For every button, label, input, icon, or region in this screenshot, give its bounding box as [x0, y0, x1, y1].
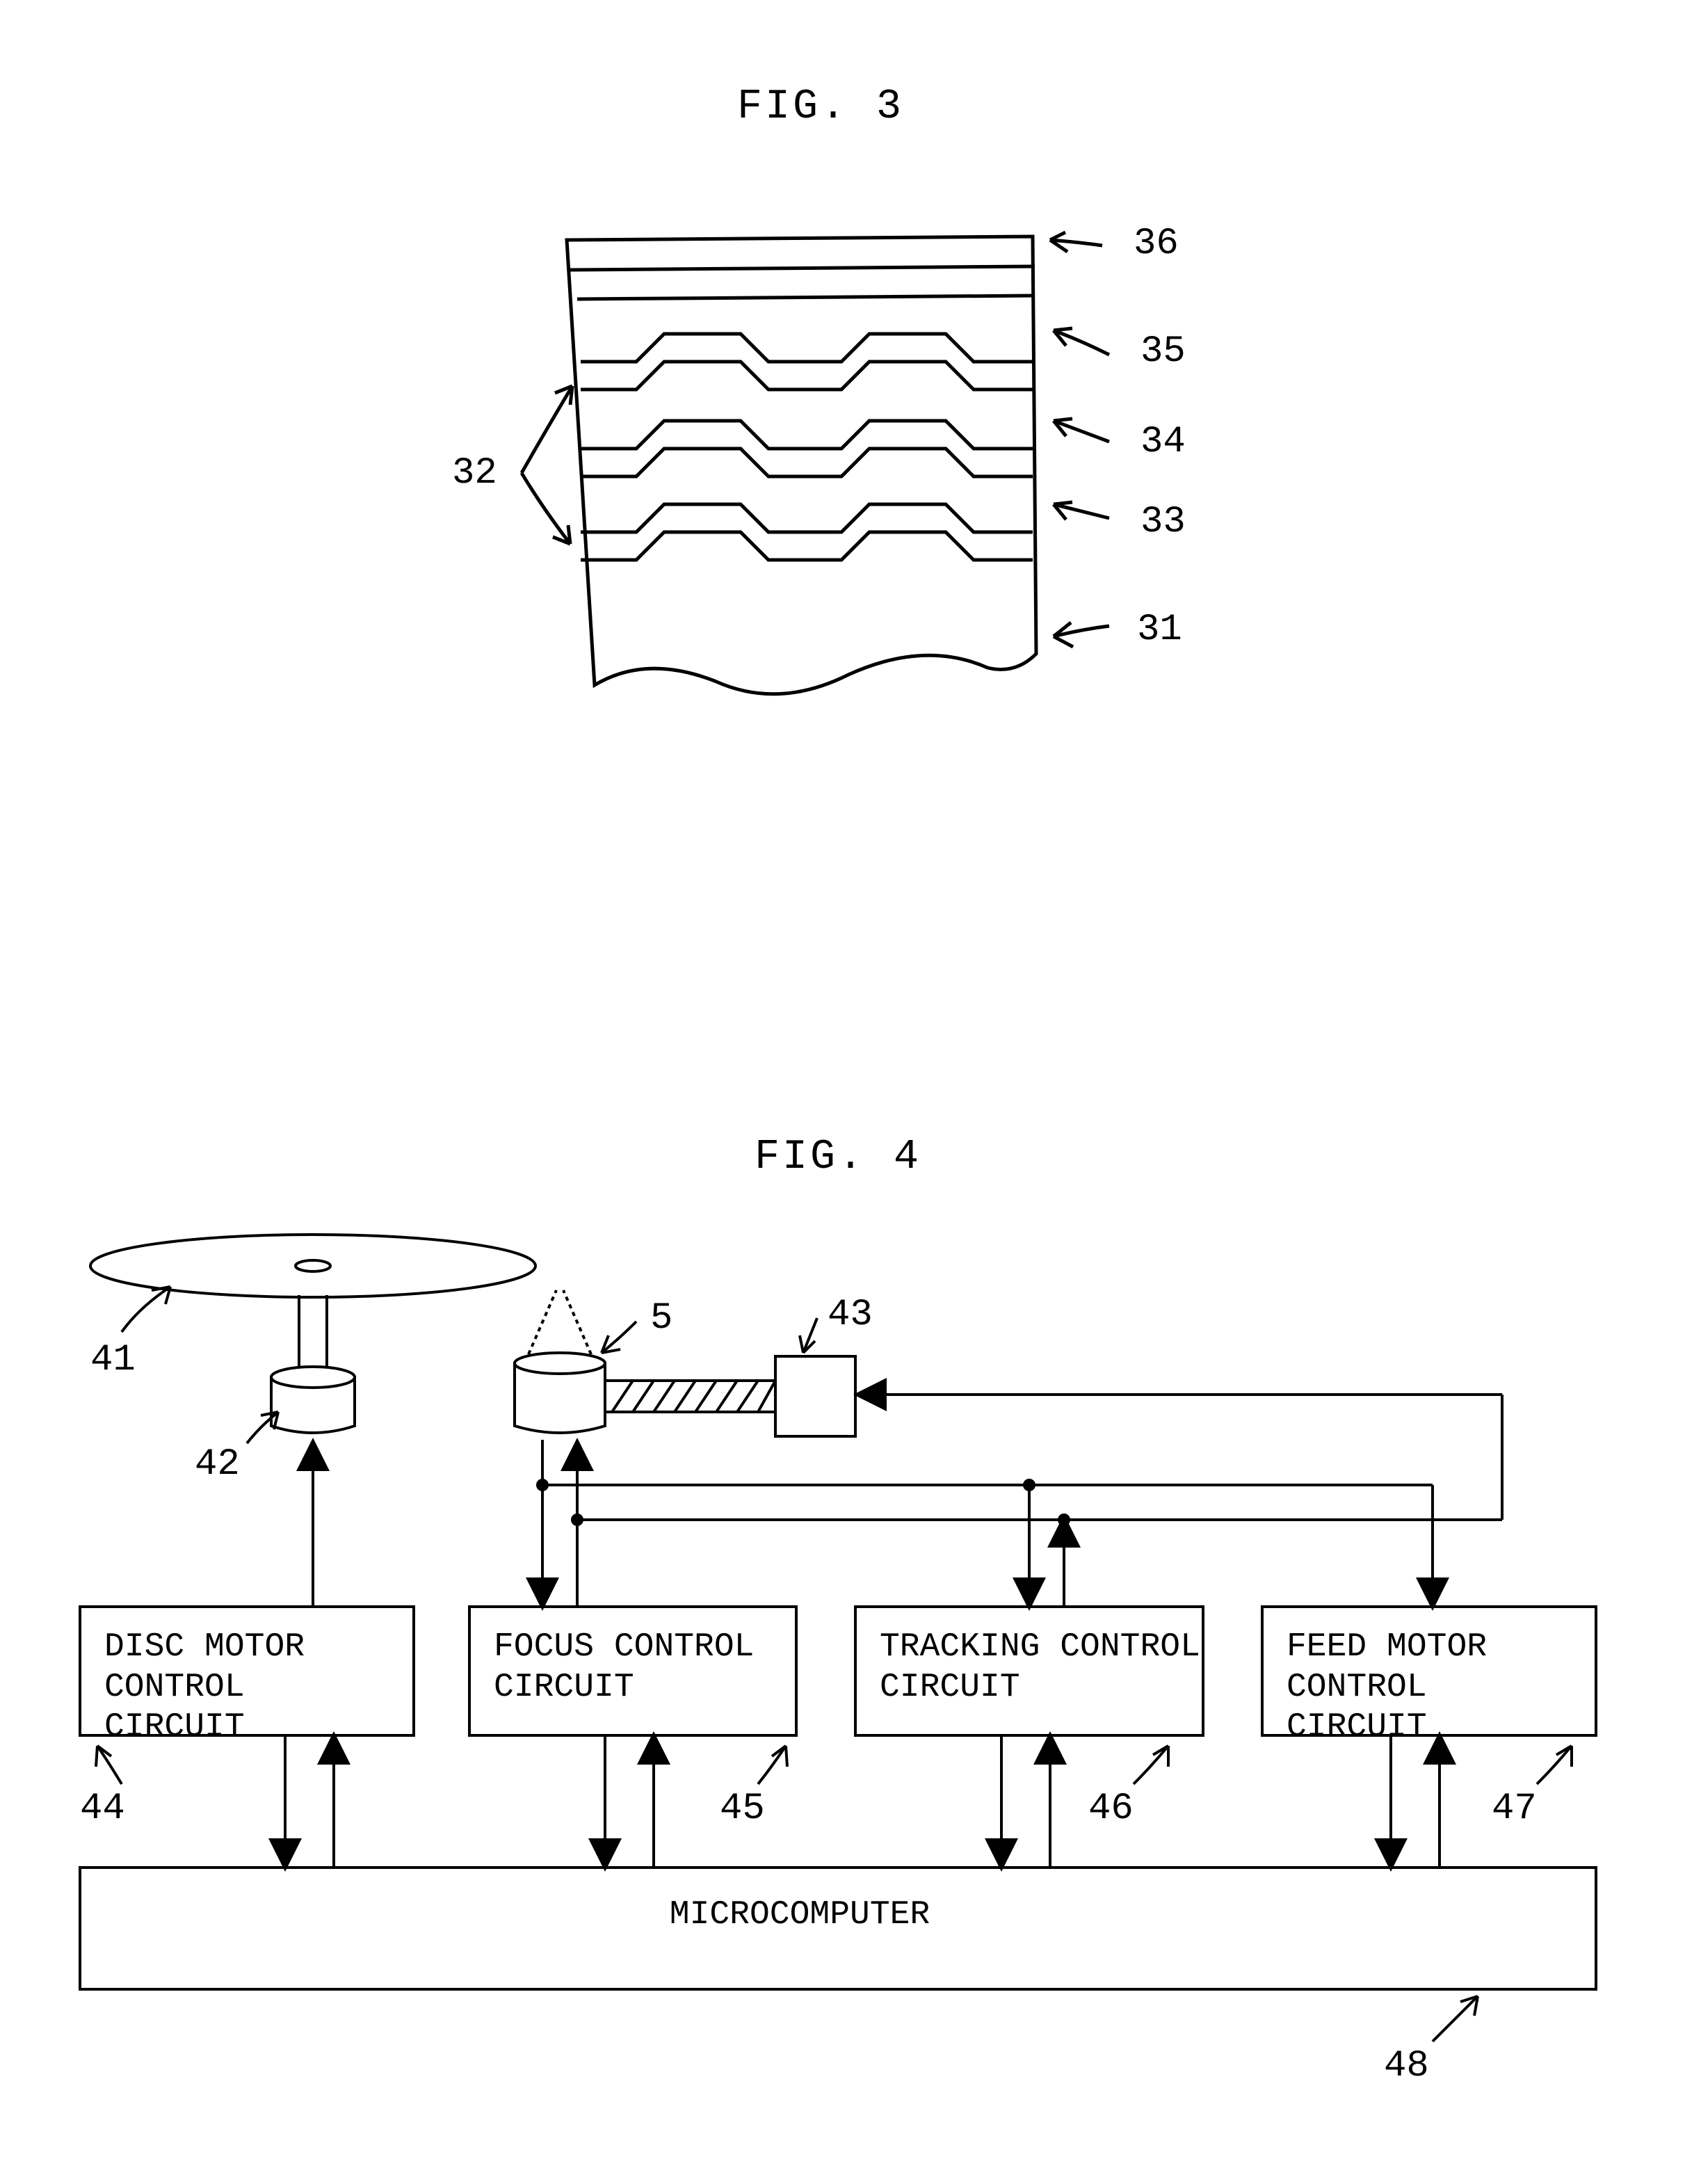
- fig3-label-33: 33: [1140, 501, 1186, 543]
- fig4-label-42: 42: [195, 1443, 240, 1486]
- fig3-diagram: [487, 195, 1252, 786]
- fig4-label-43: 43: [828, 1294, 873, 1336]
- microcomputer-block-label: MICROCOMPUTER: [626, 1895, 974, 1936]
- fig3-label-32: 32: [452, 452, 497, 495]
- fig4-label-45: 45: [720, 1788, 765, 1830]
- fig3-label-35: 35: [1140, 330, 1186, 373]
- feed-motor-block-label: FEED MOTOR CONTROL CIRCUIT: [1287, 1628, 1586, 1748]
- fig3-label-34: 34: [1140, 421, 1186, 463]
- fig3-label-36: 36: [1134, 223, 1179, 265]
- fig4-label-44: 44: [80, 1788, 125, 1830]
- tracking-block-label: TRACKING CONTROL CIRCUIT: [880, 1628, 1207, 1708]
- fig4-label-41: 41: [90, 1339, 136, 1381]
- fig4-title: FIG. 4: [755, 1134, 921, 1181]
- fig4-label-47: 47: [1492, 1788, 1537, 1830]
- fig4-label-46: 46: [1088, 1788, 1134, 1830]
- fig4-label-5: 5: [650, 1297, 672, 1340]
- fig3-label-31: 31: [1137, 609, 1182, 651]
- fig3-title: FIG. 3: [737, 83, 904, 131]
- disc-motor-block-label: DISC MOTOR CONTROL CIRCUIT: [104, 1628, 403, 1748]
- fig4-label-48: 48: [1384, 2045, 1429, 2087]
- focus-block-label: FOCUS CONTROL CIRCUIT: [494, 1628, 786, 1708]
